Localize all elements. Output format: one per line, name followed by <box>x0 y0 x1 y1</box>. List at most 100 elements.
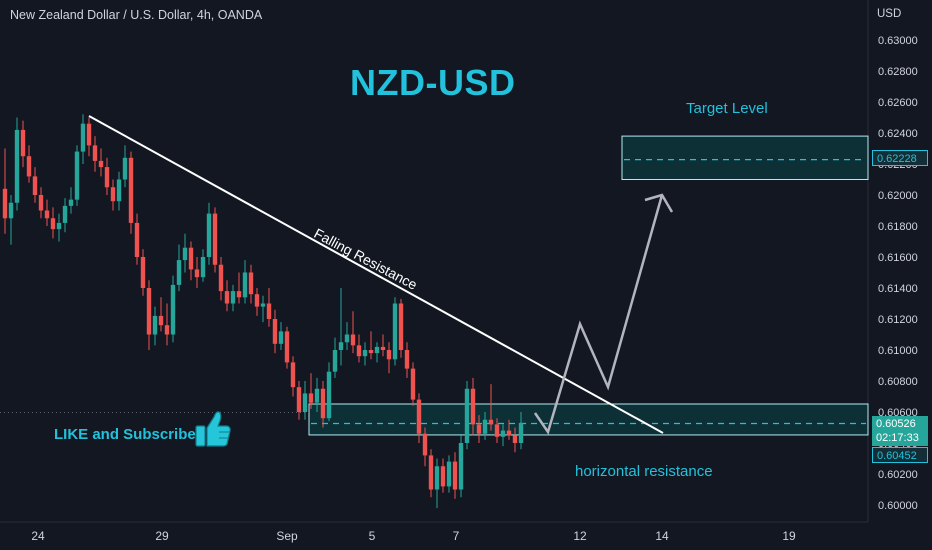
candle-body <box>50 218 56 230</box>
currency-label: USD <box>877 8 902 20</box>
candle-body <box>428 455 434 490</box>
candle-body <box>200 257 206 278</box>
candle-body <box>104 167 110 188</box>
x-tick-label: Sep <box>276 529 298 543</box>
candle-body <box>2 188 8 219</box>
candle-body <box>488 419 494 425</box>
x-tick-label: 29 <box>155 529 169 543</box>
candle-body <box>272 319 278 344</box>
candle-body <box>344 334 350 343</box>
candle-body <box>368 350 374 354</box>
candle-body <box>458 443 464 490</box>
candle-body <box>302 393 308 412</box>
candle-body <box>320 388 326 419</box>
candle-body <box>146 288 152 335</box>
candle-body <box>230 291 236 304</box>
candle-body <box>206 213 212 257</box>
candle-body <box>452 461 458 490</box>
last-price-tag: 0.60526 <box>872 416 928 432</box>
candle-body <box>386 350 392 360</box>
candle-body <box>8 202 14 219</box>
candle-body <box>20 129 26 157</box>
candle-body <box>416 399 422 434</box>
candle-body <box>434 466 440 490</box>
candle-body <box>482 419 488 434</box>
candle-body <box>350 334 356 346</box>
candle-body <box>164 325 170 335</box>
candle-body <box>374 346 380 354</box>
y-tick-label: 0.60800 <box>878 376 918 388</box>
candle-body <box>284 331 290 363</box>
candle-body <box>308 393 314 403</box>
x-tick-label: 12 <box>573 529 587 543</box>
candle-body <box>464 388 470 443</box>
candle-body <box>326 371 332 419</box>
candle-body <box>182 247 188 261</box>
x-tick-label: 24 <box>31 529 45 543</box>
candle-body <box>62 205 68 223</box>
y-tick-label: 0.61600 <box>878 252 918 264</box>
candle-body <box>74 151 80 200</box>
symbol-header: New Zealand Dollar / U.S. Dollar, 4h, OA… <box>10 8 263 22</box>
y-tick-label: 0.60200 <box>878 469 918 481</box>
candle-body <box>446 461 452 487</box>
candle-body <box>152 315 158 335</box>
candles-group <box>2 114 524 509</box>
candle-body <box>98 160 104 168</box>
candle-body <box>494 424 500 437</box>
target-price-tag: 0.62228 <box>872 150 928 166</box>
candle-body <box>392 303 398 360</box>
y-tick-label: 0.61400 <box>878 283 918 295</box>
x-tick-label: 5 <box>369 529 376 543</box>
candle-body <box>512 435 518 443</box>
candle-body <box>92 145 98 161</box>
candle-body <box>266 303 272 319</box>
thumbs-up-icon <box>195 411 231 447</box>
chart-title: NZD-USD <box>350 62 516 103</box>
candle-body <box>440 466 446 487</box>
horizontal-resistance-zone <box>308 403 869 436</box>
candle-body <box>398 303 404 350</box>
candle-body <box>476 424 482 434</box>
candle-body <box>170 284 176 335</box>
candle-body <box>314 388 320 403</box>
y-tick-label: 0.62000 <box>878 190 918 202</box>
candle-body <box>134 222 140 257</box>
falling-resistance-line <box>88 115 664 434</box>
candle-body <box>56 222 62 230</box>
x-tick-label: 7 <box>453 529 460 543</box>
candle-body <box>122 157 128 180</box>
candle-body <box>518 422 524 443</box>
candle-body <box>212 213 218 265</box>
candle-body <box>140 257 146 288</box>
candle-body <box>362 350 368 357</box>
y-tick-label: 0.62800 <box>878 66 918 78</box>
candle-body <box>254 294 260 307</box>
candle-body <box>248 272 254 295</box>
candle-body <box>296 387 302 412</box>
candle-body <box>422 433 428 456</box>
candle-body <box>32 176 38 195</box>
candle-body <box>128 157 134 223</box>
countdown-tag: 02:17:33 <box>872 430 928 446</box>
candle-body <box>110 187 116 202</box>
horizontal-resistance-label: horizontal resistance <box>575 463 713 480</box>
y-tick-label: 0.62600 <box>878 97 918 109</box>
zone-low-price-tag: 0.60452 <box>872 447 928 463</box>
projected-path-arrowhead <box>644 193 674 213</box>
candle-body <box>404 350 410 369</box>
candle-body <box>332 350 338 372</box>
candle-body <box>14 129 20 203</box>
candle-body <box>470 388 476 425</box>
candle-body <box>224 291 230 304</box>
candle-body <box>68 199 74 206</box>
y-tick-label: 0.62400 <box>878 128 918 140</box>
target-level-zone <box>621 135 869 181</box>
candle-body <box>356 345 362 357</box>
candle-body <box>176 260 182 285</box>
candle-body <box>236 291 242 298</box>
x-tick-label: 14 <box>655 529 669 543</box>
candle-body <box>38 195 44 211</box>
candle-body <box>380 346 386 350</box>
